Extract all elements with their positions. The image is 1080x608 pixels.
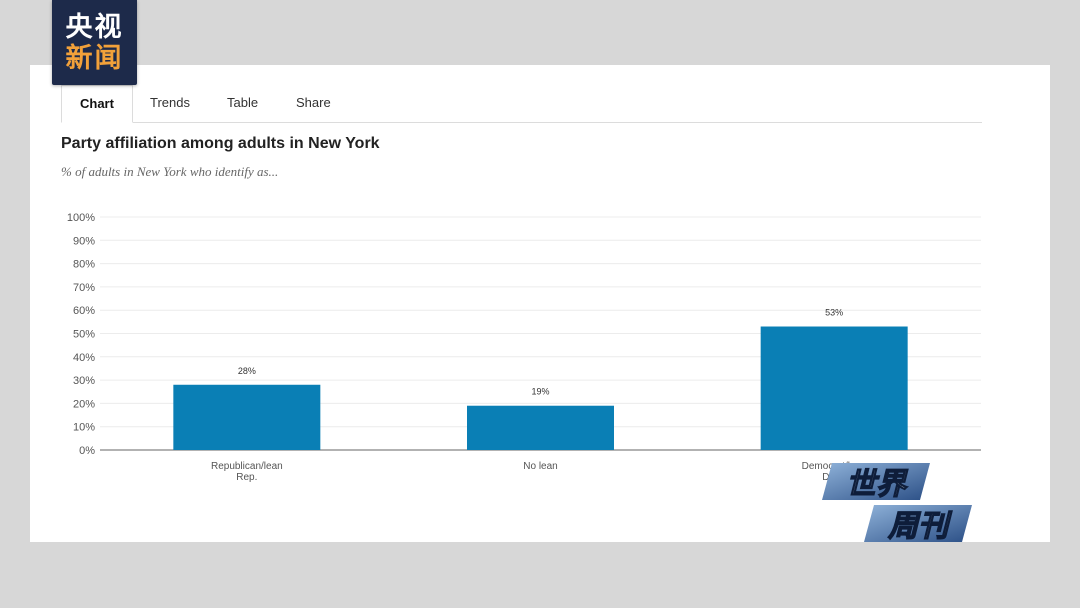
x-tick-label: Rep. [236, 472, 257, 483]
y-tick-label: 0% [79, 445, 95, 457]
y-tick-label: 80% [73, 259, 95, 271]
chart-card: Chart Trends Table Share Party affiliati… [30, 65, 1050, 542]
bar [173, 384, 321, 450]
chart-subtitle: % of adults in New York who identify as.… [61, 164, 279, 179]
bar [760, 326, 908, 450]
badge-line-1: 世界 [846, 467, 909, 502]
y-tick-label: 100% [67, 212, 95, 224]
tab-table[interactable]: Table [227, 95, 259, 110]
cctv-news-logo: 央视 新闻 [52, 0, 137, 85]
bar-chart: 0% 10% 20% 30% 40% 50% 60% 70% 80% 90% 100% 28% Repu… [67, 212, 981, 483]
y-tick-label: 10% [73, 422, 95, 434]
data-label: 53% [825, 308, 843, 318]
x-tick-label: Republican/lean [211, 461, 283, 472]
x-tick-label: No lean [523, 461, 557, 472]
tab-chart[interactable]: Chart [61, 85, 133, 123]
tab-share[interactable]: Share [296, 95, 331, 110]
y-tick-label: 60% [73, 305, 95, 317]
logo-line-2: 新闻 [65, 42, 124, 74]
y-tick-label: 90% [73, 235, 95, 247]
tab-bar: Chart Trends Table Share [61, 85, 982, 123]
logo-line-1: 央视 [65, 11, 124, 43]
bar [467, 405, 614, 450]
y-tick-label: 40% [73, 352, 95, 364]
data-label: 28% [238, 366, 256, 376]
y-tick-label: 30% [73, 375, 95, 387]
badge-line-2: 周刊 [887, 509, 953, 544]
y-tick-label: 70% [73, 282, 95, 294]
data-label: 19% [531, 387, 549, 397]
y-tick-label: 20% [73, 398, 95, 410]
chart-title: Party affiliation among adults in New Yo… [61, 135, 380, 152]
tab-trends[interactable]: Trends [150, 95, 190, 110]
world-weekly-badge: 世界 周刊 [822, 463, 972, 545]
y-tick-label: 50% [73, 329, 95, 341]
